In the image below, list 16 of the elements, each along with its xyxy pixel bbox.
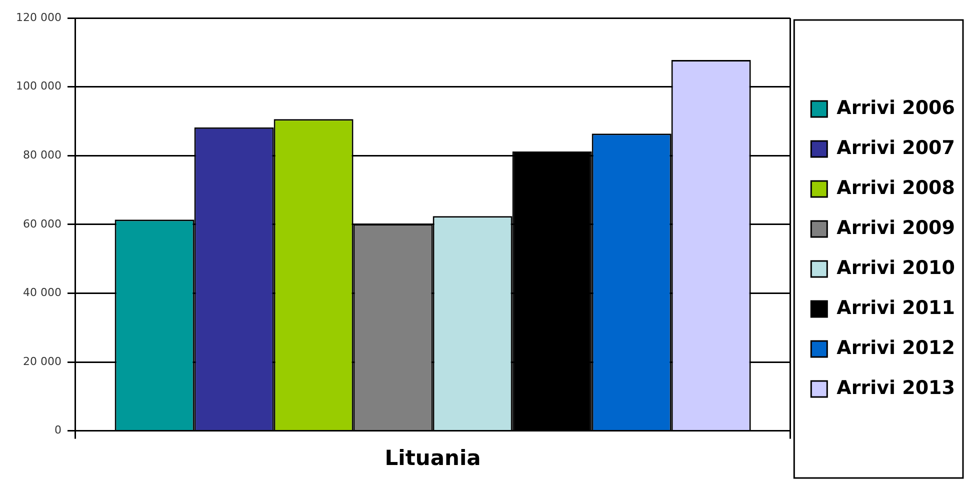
y-tick-label: 0 (54, 424, 62, 437)
legend-label: Arrivi 2010 (836, 256, 956, 279)
legend-label: Arrivi 2008 (836, 176, 956, 199)
legend-label: Arrivi 2013 (836, 376, 956, 399)
legend-label: Arrivi 2012 (836, 336, 956, 359)
y-tick-label: 40 000 (22, 286, 62, 300)
legend-label: Arrivi 2011 (836, 296, 956, 319)
legend-label: Arrivi 2009 (836, 216, 956, 239)
y-tick-label: 20 000 (22, 354, 62, 368)
x-tick-label: Lituania (384, 446, 481, 470)
legend-label: Arrivi 2007 (836, 136, 956, 159)
y-tick-label: 100 000 (16, 80, 62, 93)
y-tick-label: 60 000 (22, 217, 62, 230)
y-tick-label: 120 000 (16, 10, 62, 24)
legend-label: Arrivi 2006 (836, 96, 956, 119)
y-tick-label: 80 000 (22, 148, 62, 162)
